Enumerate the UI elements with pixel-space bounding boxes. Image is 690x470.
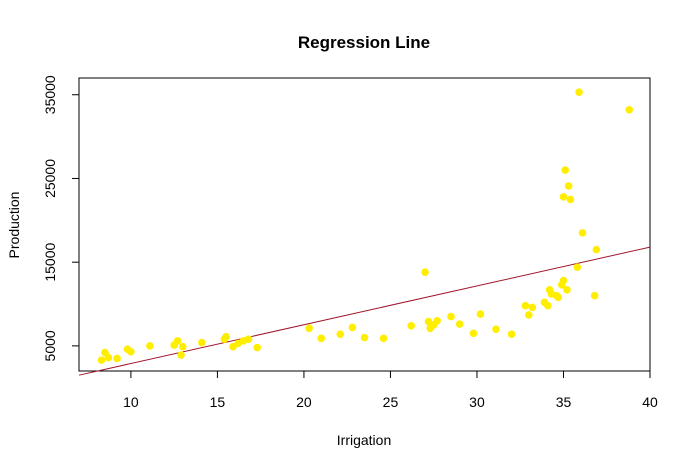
data-point bbox=[113, 354, 121, 363]
data-point bbox=[421, 268, 429, 277]
y-axis: 5000 15000 25000 35000 bbox=[42, 75, 80, 361]
data-point bbox=[173, 337, 182, 345]
y-axis-label: Production bbox=[6, 192, 22, 259]
data-point bbox=[592, 245, 601, 254]
data-point bbox=[348, 323, 357, 332]
data-point bbox=[407, 321, 416, 330]
x-tick-label: 25 bbox=[383, 394, 399, 410]
data-point bbox=[447, 312, 455, 321]
x-tick-label: 15 bbox=[210, 394, 226, 410]
data-point bbox=[521, 301, 530, 310]
data-point bbox=[564, 182, 573, 190]
data-point bbox=[317, 334, 326, 343]
data-point bbox=[554, 293, 563, 302]
data-point bbox=[507, 330, 516, 338]
data-point bbox=[379, 334, 388, 343]
data-point bbox=[566, 195, 575, 204]
x-tick-label: 40 bbox=[642, 394, 658, 410]
data-point bbox=[104, 353, 113, 362]
data-point bbox=[97, 356, 106, 364]
data-point bbox=[625, 106, 634, 114]
y-tick-label: 35000 bbox=[42, 75, 58, 114]
data-point bbox=[305, 324, 313, 333]
data-point bbox=[578, 229, 587, 237]
data-point bbox=[561, 166, 570, 174]
data-point bbox=[198, 338, 206, 347]
regression-layer bbox=[78, 246, 651, 376]
data-point bbox=[469, 329, 478, 338]
x-tick-label: 10 bbox=[123, 394, 139, 410]
y-tick-label: 5000 bbox=[42, 330, 58, 361]
data-point bbox=[525, 311, 533, 319]
data-point bbox=[336, 330, 345, 338]
data-point bbox=[590, 291, 599, 300]
y-tick-label: 25000 bbox=[42, 159, 58, 198]
data-point bbox=[360, 333, 369, 342]
chart-title: Regression Line bbox=[298, 33, 430, 52]
data-point bbox=[179, 342, 187, 351]
data-point bbox=[222, 332, 230, 341]
x-tick-label: 30 bbox=[469, 394, 485, 410]
x-axis-label: Irrigation bbox=[337, 432, 391, 448]
data-point bbox=[146, 342, 154, 350]
data-point bbox=[559, 193, 568, 201]
data-point bbox=[177, 351, 185, 359]
data-point bbox=[244, 335, 253, 343]
x-axis: 10 15 20 25 30 35 40 bbox=[123, 370, 658, 410]
data-point bbox=[559, 276, 568, 285]
y-tick-label: 15000 bbox=[42, 242, 58, 281]
plot-area-box bbox=[78, 77, 651, 372]
data-point bbox=[544, 301, 552, 310]
data-point bbox=[253, 343, 262, 352]
data-point bbox=[455, 320, 464, 328]
data-point bbox=[575, 88, 583, 97]
data-point bbox=[433, 316, 441, 325]
regression-line bbox=[78, 246, 651, 376]
data-point bbox=[563, 285, 571, 294]
data-point bbox=[476, 310, 485, 318]
x-tick-label: 20 bbox=[296, 394, 312, 410]
data-point bbox=[127, 347, 135, 356]
data-point bbox=[528, 303, 537, 312]
data-point bbox=[492, 325, 500, 333]
points-layer bbox=[97, 88, 634, 364]
data-point bbox=[573, 263, 582, 271]
x-tick-label: 35 bbox=[556, 394, 572, 410]
